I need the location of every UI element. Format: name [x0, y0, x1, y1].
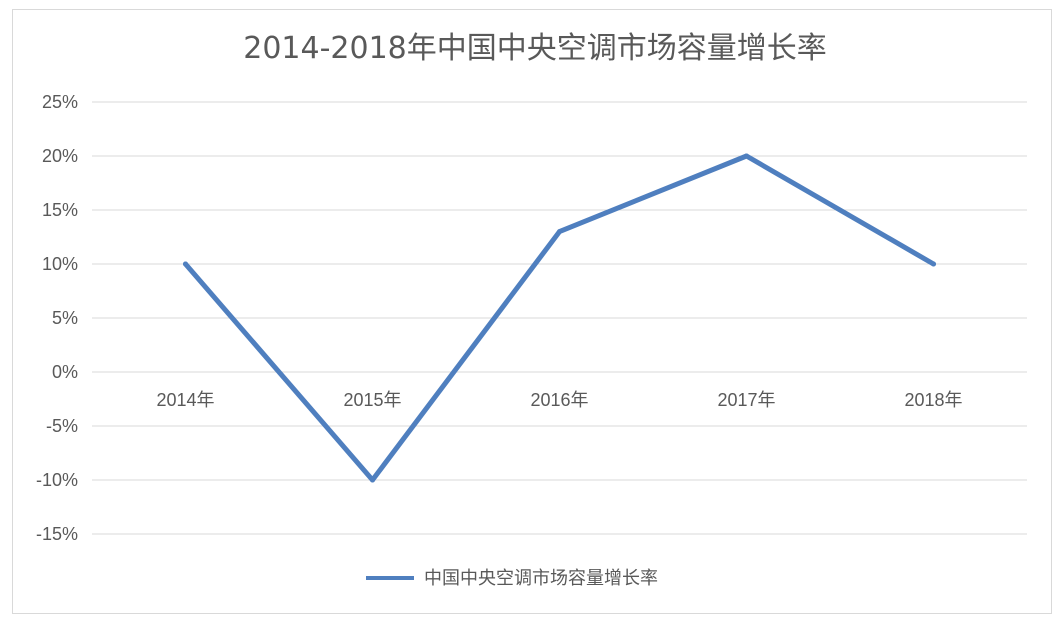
x-tick-label: 2014年	[156, 390, 214, 410]
data-point	[183, 261, 188, 267]
y-tick-label: 20%	[42, 146, 78, 166]
data-point	[557, 229, 562, 235]
legend-label: 中国中央空调市场容量增长率	[424, 568, 658, 589]
chart-title: 2014-2018年中国中央空调市场容量增长率	[243, 31, 827, 66]
x-axis-ticks: 2014年 2015年 2016年 2017年 2018年	[156, 390, 962, 410]
y-tick-label: -15%	[36, 524, 78, 544]
x-tick-label: 2017年	[717, 390, 775, 410]
y-axis-ticks: 25% 20% 15% 10% 5% 0% -5% -10% -15%	[36, 92, 78, 544]
data-point	[744, 153, 749, 159]
data-point	[370, 477, 375, 483]
x-tick-label: 2015年	[343, 390, 401, 410]
legend: 中国中央空调市场容量增长率	[366, 568, 658, 589]
x-tick-label: 2018年	[904, 390, 962, 410]
y-tick-label: 10%	[42, 254, 78, 274]
series-layer	[183, 153, 936, 483]
y-tick-label: -5%	[46, 416, 78, 436]
y-tick-label: 5%	[52, 308, 78, 328]
y-tick-label: 0%	[52, 362, 78, 382]
x-tick-label: 2016年	[530, 390, 588, 410]
gridlines	[92, 101, 1027, 535]
y-tick-label: 25%	[42, 92, 78, 112]
chart-frame	[12, 9, 1052, 614]
data-point	[931, 261, 936, 267]
y-tick-label: -10%	[36, 470, 78, 490]
y-tick-label: 15%	[42, 200, 78, 220]
